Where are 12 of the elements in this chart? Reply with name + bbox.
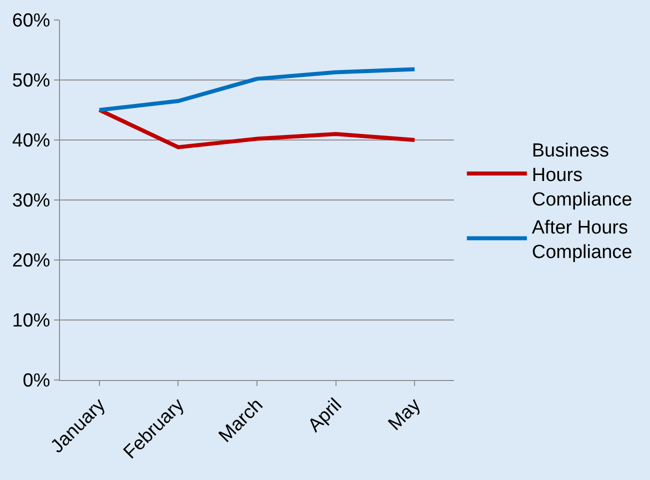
y-tick-label: 20% bbox=[12, 250, 50, 272]
y-tick-label: 30% bbox=[12, 190, 50, 212]
legend-label: After Hours Compliance bbox=[532, 217, 632, 264]
y-tick-label: 0% bbox=[22, 370, 50, 392]
y-tick-label: 40% bbox=[12, 130, 50, 152]
line-series bbox=[97, 67, 417, 112]
line-series bbox=[97, 108, 417, 150]
legend-label: Business Hours Compliance bbox=[532, 140, 632, 211]
y-tick-label: 10% bbox=[12, 310, 50, 332]
y-tick-label: 60% bbox=[12, 10, 50, 32]
y-tick-label: 50% bbox=[12, 70, 50, 92]
x-tick-label: May bbox=[384, 394, 426, 435]
